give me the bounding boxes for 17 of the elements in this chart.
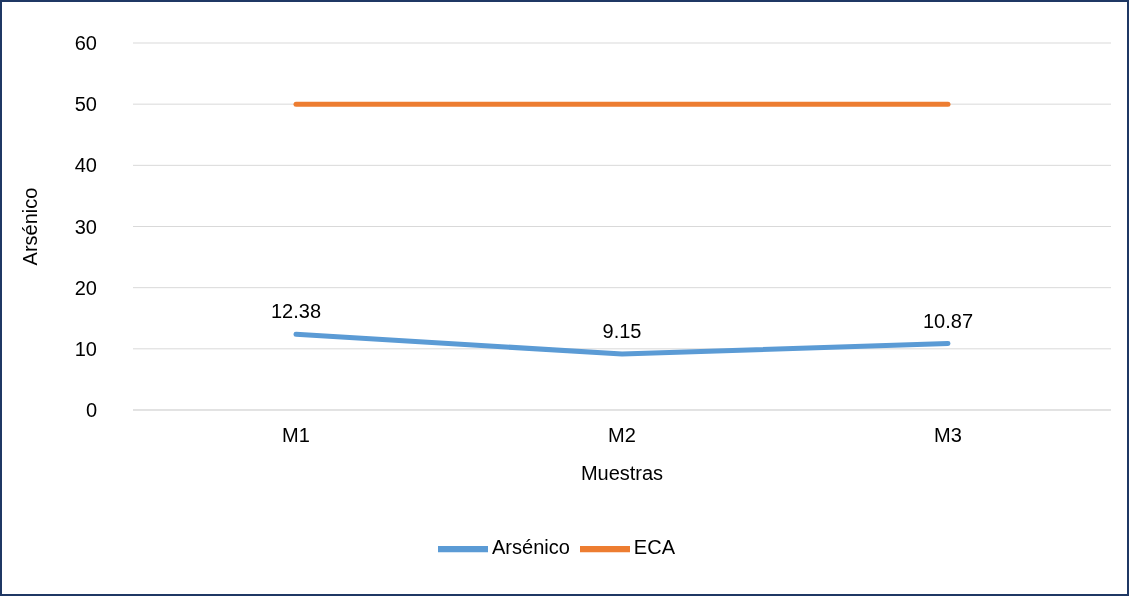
y-axis-title: Arsénico: [19, 187, 42, 266]
legend-label: ECA: [633, 536, 675, 559]
y-tick-label: 30: [74, 215, 97, 238]
y-tick-label: 10: [74, 337, 97, 360]
data-label: 9.15: [602, 320, 642, 343]
x-tick-label: M3: [934, 424, 962, 447]
y-tick-label: 0: [85, 399, 97, 422]
y-tick-label: 60: [74, 32, 97, 55]
data-label: 12.38: [270, 300, 322, 323]
y-tick-label: 40: [74, 154, 97, 177]
legend-label: Arsénico: [492, 536, 570, 559]
x-axis-title: Muestras: [580, 462, 664, 485]
y-tick-label: 50: [74, 93, 97, 116]
x-tick-label: M2: [608, 424, 636, 447]
data-label: 10.87: [922, 309, 974, 332]
x-tick-label: M1: [282, 424, 310, 447]
y-tick-label: 20: [74, 276, 97, 299]
